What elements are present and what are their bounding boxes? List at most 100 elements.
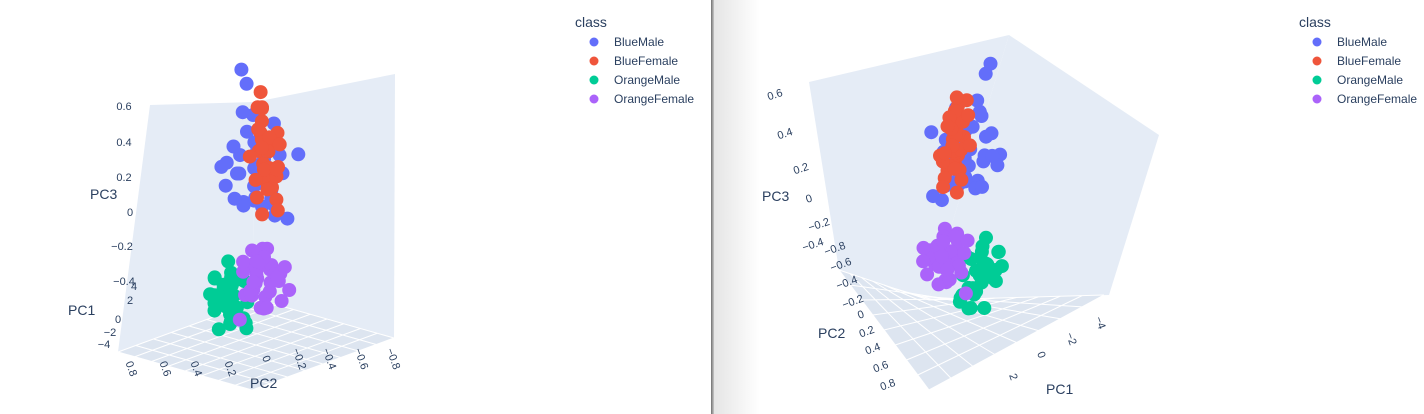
marker-orangefemale[interactable] [940, 263, 955, 277]
marker-orangefemale[interactable] [232, 312, 247, 327]
marker-orangemale[interactable] [211, 322, 226, 337]
marker-bluefemale[interactable] [251, 122, 266, 137]
marker-orangemale[interactable] [229, 300, 244, 315]
marker-bluefemale[interactable] [949, 90, 964, 105]
legend-label: BlueFemale [614, 54, 678, 68]
markers-right[interactable] [916, 56, 1009, 316]
marker-bluefemale[interactable] [253, 85, 268, 100]
marker-bluefemale[interactable] [269, 192, 284, 207]
marker-orangemale[interactable] [221, 254, 236, 269]
marker-orangefemale[interactable] [916, 240, 931, 255]
marker-bluefemale[interactable] [937, 146, 952, 161]
marker-bluefemale[interactable] [248, 172, 263, 187]
marker-bluemale[interactable] [974, 109, 989, 123]
marker-bluefemale[interactable] [262, 130, 277, 145]
marker-orangefemale[interactable] [951, 258, 966, 273]
marker-bluemale[interactable] [240, 124, 254, 139]
marker-orangemale[interactable] [203, 287, 218, 302]
marker-orangefemale[interactable] [246, 275, 261, 290]
marker-orangemale[interactable] [994, 259, 1009, 274]
legend-marker [589, 37, 599, 47]
marker-orangemale[interactable] [207, 303, 222, 318]
marker-bluemale[interactable] [985, 148, 1000, 163]
marker-orangefemale[interactable] [236, 254, 251, 269]
marker-orangemale[interactable] [219, 299, 234, 314]
marker-bluefemale[interactable] [242, 149, 257, 164]
marker-orangefemale[interactable] [947, 229, 962, 244]
marker-bluemale[interactable] [219, 155, 234, 170]
marker-orangefemale[interactable] [957, 246, 972, 260]
marker-orangemale[interactable] [991, 245, 1006, 259]
marker-orangemale[interactable] [977, 301, 992, 315]
marker-orangefemale[interactable] [277, 260, 292, 275]
marker-bluefemale[interactable] [254, 140, 269, 155]
marker-bluefemale[interactable] [954, 172, 969, 187]
legend-item-bluefemale[interactable]: BlueFemale [589, 54, 679, 68]
legend-item-bluemale[interactable]: BlueMale [1312, 35, 1388, 49]
marker-bluefemale[interactable] [961, 108, 976, 123]
scene-right[interactable]: 20−2−4−0.8−0.6−0.4−0.200.20.40.60.80.60.… [762, 35, 1159, 397]
marker-orangemale[interactable] [979, 230, 993, 245]
marker-bluefemale[interactable] [947, 161, 962, 176]
legend-item-orangefemale[interactable]: OrangeFemale [1312, 92, 1418, 106]
tick-label-z: −0.4 [801, 236, 825, 254]
marker-orangefemale[interactable] [262, 284, 277, 299]
marker-bluemale[interactable] [926, 189, 941, 204]
scatter3d-right[interactable]: 20−2−4−0.8−0.6−0.4−0.200.20.40.60.80.60.… [714, 0, 1424, 414]
marker-bluemale[interactable] [272, 148, 287, 163]
marker-orangefemale[interactable] [282, 283, 297, 297]
marker-bluemale[interactable] [975, 179, 989, 194]
marker-bluefemale[interactable] [270, 203, 285, 218]
marker-orangefemale[interactable] [270, 270, 285, 284]
marker-bluefemale[interactable] [272, 137, 287, 152]
legend-item-orangemale[interactable]: OrangeMale [589, 73, 681, 87]
tick-label-y: 0.6 [157, 360, 174, 378]
marker-orangefemale[interactable] [920, 267, 935, 282]
marker-bluefemale[interactable] [949, 185, 964, 200]
marker-bluemale[interactable] [970, 93, 985, 108]
window-divider[interactable] [711, 0, 714, 414]
marker-orangefemale[interactable] [249, 254, 264, 269]
marker-orangefemale[interactable] [259, 300, 274, 315]
marker-bluemale[interactable] [218, 178, 233, 193]
marker-orangemale[interactable] [988, 274, 1003, 289]
marker-orangefemale[interactable] [934, 249, 949, 264]
marker-bluefemale[interactable] [260, 182, 275, 197]
marker-bluemale[interactable] [230, 166, 244, 181]
marker-bluemale[interactable] [291, 147, 306, 162]
marker-bluefemale[interactable] [255, 207, 270, 222]
marker-bluefemale[interactable] [256, 162, 271, 177]
gridlines-left [117, 299, 395, 391]
marker-bluemale[interactable] [983, 56, 998, 71]
marker-orangefemale[interactable] [916, 254, 931, 269]
marker-bluemale[interactable] [227, 191, 242, 206]
scene-left[interactable]: 420−2−40.8 0.6 0.4 0.20 −0.2 −0.4 −0.6 −0.80.60… [68, 62, 402, 391]
marker-bluemale[interactable] [924, 125, 939, 140]
marker-bluemale[interactable] [280, 211, 295, 226]
legend-item-orangefemale[interactable]: OrangeFemale [589, 92, 695, 106]
marker-bluefemale[interactable] [269, 162, 284, 177]
marker-bluefemale[interactable] [962, 138, 977, 153]
marker-bluemale[interactable] [234, 62, 249, 77]
scatter3d-left[interactable]: 420−2−40.8 0.6 0.4 0.20 −0.2 −0.4 −0.6 −0.80.60… [0, 0, 711, 414]
marker-bluemale[interactable] [226, 139, 241, 154]
marker-orangefemale[interactable] [274, 294, 289, 308]
marker-orangemale[interactable] [961, 301, 976, 316]
marker-bluefemale[interactable] [936, 180, 951, 195]
marker-bluemale[interactable] [984, 126, 999, 141]
legend-item-orangemale[interactable]: OrangeMale [1312, 73, 1404, 87]
marker-bluefemale[interactable] [940, 119, 955, 134]
legend-item-bluefemale[interactable]: BlueFemale [1312, 54, 1402, 68]
markers-left[interactable] [203, 62, 306, 337]
marker-orangefemale[interactable] [936, 234, 951, 249]
marker-orangefemale[interactable] [958, 286, 973, 301]
marker-orangefemale[interactable] [931, 277, 946, 292]
legend-item-bluemale[interactable]: BlueMale [589, 35, 665, 49]
marker-bluefemale[interactable] [250, 190, 264, 205]
marker-bluemale[interactable] [239, 76, 254, 91]
marker-orangefemale[interactable] [960, 233, 975, 248]
marker-bluefemale[interactable] [250, 100, 265, 115]
marker-orangefemale[interactable] [236, 264, 251, 279]
marker-orangemale[interactable] [207, 270, 222, 285]
marker-bluemale[interactable] [235, 105, 250, 120]
